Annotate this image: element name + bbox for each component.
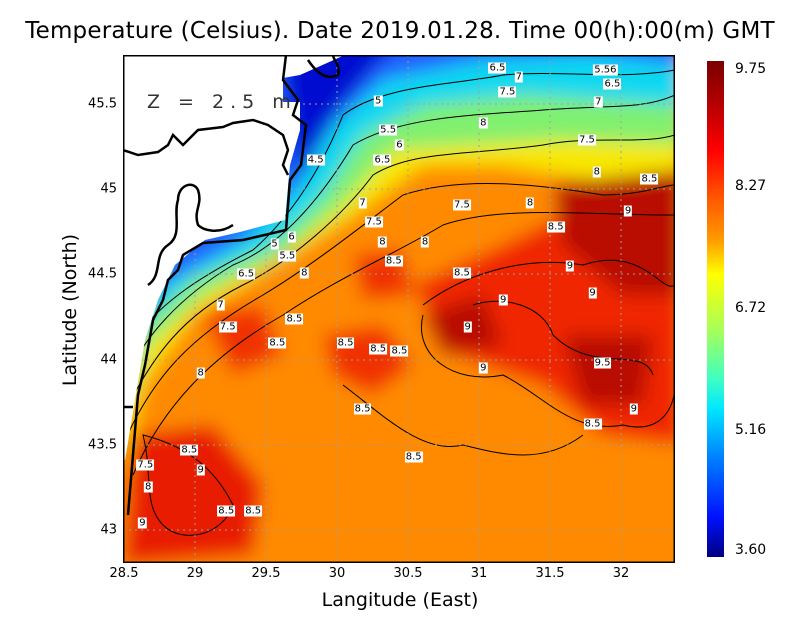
contour-label: 7.5 [218,321,237,333]
contour-label: 9.5 [593,357,612,369]
field-darkblue-coast [283,55,386,185]
colorbar [707,61,724,557]
land-mask [123,55,345,460]
y-tick-label: 45 [100,181,117,197]
field-red-patches [203,250,413,395]
contour-label: 9 [629,403,638,415]
x-tick-label: 32 [612,566,630,581]
contour-label: 6.5 [373,154,392,166]
contour-label: 8.5 [453,267,471,279]
contour-label: 7 [216,299,225,311]
colorbar-label: 5.16 [735,422,767,438]
contour-label: 7 [594,96,603,108]
x-tick-label: 30 [328,566,346,581]
temperature-field-map [123,55,675,563]
contour-label: 6 [395,139,404,151]
contour-label: 8.5 [390,345,409,357]
contour-label: 8.5 [353,403,372,415]
contour-label: 9 [623,205,633,217]
contour-label: 9 [138,517,147,529]
contour-label: 8 [525,197,535,209]
depth-label: Z = 2.5 m [147,91,297,113]
contour-label: 8.5 [217,505,236,517]
y-tick-label: 43 [100,522,117,538]
contour-label: 8 [378,236,387,248]
contour-label: 9 [565,260,575,272]
contour-label: 8.5 [180,444,199,456]
y-axis-label: Latitude (North) [59,233,81,387]
coastline [123,55,340,516]
contour-label: 5.5 [379,124,398,136]
contour-label: 6.5 [488,62,507,74]
colorbar-label: 6.72 [735,300,767,316]
contour-label: 5 [270,238,279,250]
contour-label: 8 [143,481,153,493]
field-darkred-east [423,166,675,405]
contour-label: 7.5 [364,216,383,228]
contour-label: 8.5 [285,313,304,325]
contour-label: 9 [196,464,205,476]
y-tick-label: 44.5 [88,266,117,282]
colorbar-label: 8.27 [735,178,767,194]
contour-label: 5 [373,95,383,107]
contour-label: 8.5 [336,337,355,349]
colorbar-label: 3.60 [735,542,767,558]
contour-label: 8 [196,367,205,379]
contour-label: 6 [287,231,296,243]
contour-label: 6.5 [237,268,256,280]
contour-label: 9 [479,362,488,374]
x-tick-label: 31 [470,566,488,581]
contour-label: 7.5 [136,459,155,471]
contour-label: 8 [592,166,602,178]
contour-label: 8.5 [640,173,659,185]
contour-label: 6.5 [603,78,622,90]
contour-label: 8.5 [404,451,423,463]
contour-label: 8 [420,236,430,248]
x-tick-label: 28.5 [109,566,139,581]
x-tick-label: 29.5 [251,566,281,581]
contour-label: 8.5 [369,343,388,355]
x-axis-label: Langitude (East) [321,589,479,611]
field-red-bottom-left [123,425,263,563]
contour-label: 8 [300,267,309,279]
contour-label: 8.5 [384,255,403,267]
contour-label: 8 [479,117,488,129]
x-tick-label: 31.5 [535,566,565,581]
colorbar-label: 9.75 [735,61,767,77]
contour-label: 7.5 [498,86,517,98]
contour-label: 9 [588,287,597,299]
contour-label: 8.5 [583,418,602,430]
x-tick-label: 30.5 [393,566,423,581]
figure-title: Temperature (Celsius). Date 2019.01.28. … [25,18,775,44]
contour-label: 7 [358,197,367,209]
y-tick-label: 44 [100,352,117,368]
contour-label: 9 [463,321,472,333]
contour-lines [123,69,675,536]
y-tick-label: 45.5 [88,96,117,112]
contour-label: 5.5 [278,250,297,262]
contour-label: 8.5 [268,337,287,349]
contour-label: 8.5 [244,505,263,517]
contour-label: 7.5 [453,199,471,211]
contour-label: 7 [514,71,523,83]
contour-label: 5.56 [593,64,618,76]
x-tick-label: 29 [186,566,204,581]
contour-label: 8.5 [546,221,565,233]
contour-label: 7.5 [577,134,596,146]
contour-label: 9 [498,294,508,306]
contour-label: 4.5 [306,154,325,166]
y-tick-label: 43.5 [88,437,117,453]
